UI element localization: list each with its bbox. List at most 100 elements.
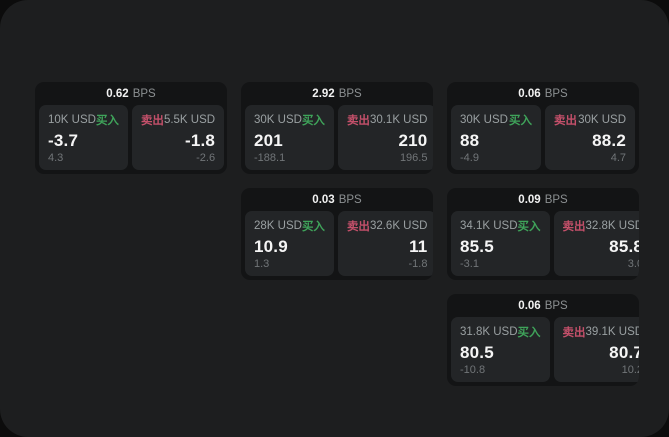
- buy-change: -4.9: [460, 152, 479, 164]
- buy-panel-top: 10K USD 买入: [48, 112, 119, 128]
- sell-price: 88.2: [592, 131, 626, 150]
- buy-change: 4.3: [48, 152, 64, 164]
- sell-change: 3.0: [627, 258, 639, 270]
- quote-card: 0.62 BPS 10K USD 买入 -3.7 4.3 卖出 5.5K USD…: [35, 82, 227, 174]
- sell-side-label: 卖出: [140, 115, 164, 127]
- bps-spread-header: 0.03 BPS: [241, 188, 433, 211]
- buy-side-label: 买入: [301, 115, 325, 127]
- buy-panel[interactable]: 30K USD 买入 201 -188.1: [245, 105, 334, 170]
- buy-panel-top: 31.8K USD 买入: [460, 324, 541, 340]
- bps-spread-value: 0.09: [518, 193, 541, 206]
- bps-unit-label: BPS: [544, 193, 568, 206]
- quote-card: 0.09 BPS 34.1K USD 买入 85.5 -3.1 卖出 32.8K…: [447, 188, 639, 280]
- sell-notional: 30.1K USD: [369, 114, 428, 126]
- sell-panel-top: 卖出 32.6K USD: [347, 218, 428, 234]
- sell-change: 196.5: [399, 152, 428, 164]
- bps-spread-value: 2.92: [312, 87, 335, 100]
- buy-panel-top: 34.1K USD 买入: [460, 218, 541, 234]
- buy-price: -3.7: [48, 131, 79, 150]
- buy-panel-top: 28K USD 买入: [254, 218, 325, 234]
- buy-change: -3.1: [460, 258, 479, 270]
- buy-price: 201: [254, 131, 283, 150]
- sell-side-label: 卖出: [562, 221, 586, 233]
- sell-notional: 32.8K USD: [585, 220, 639, 232]
- sell-notional: 30K USD: [578, 114, 626, 126]
- bps-spread-header: 0.06 BPS: [447, 82, 639, 105]
- buy-notional: 28K USD: [254, 220, 302, 232]
- buy-price: 80.5: [460, 343, 494, 362]
- sell-panel[interactable]: 卖出 30K USD 88.2 4.7: [545, 105, 635, 170]
- buy-panel[interactable]: 10K USD 买入 -3.7 4.3: [39, 105, 128, 170]
- sell-change: -1.8: [408, 258, 428, 270]
- sell-price: -1.8: [184, 131, 216, 150]
- bps-spread-header: 0.09 BPS: [447, 188, 639, 211]
- quote-card-body: 30K USD 买入 88 -4.9 卖出 30K USD 88.2 4.7: [447, 105, 639, 174]
- sell-panel[interactable]: 卖出 30.1K USD 210 196.5: [337, 105, 433, 170]
- quote-card-body: 30K USD 买入 201 -188.1 卖出 30.1K USD 210 1…: [241, 105, 433, 174]
- quote-card-body: 34.1K USD 买入 85.5 -3.1 卖出 32.8K USD 85.8…: [447, 211, 639, 280]
- bps-spread-header: 0.06 BPS: [447, 294, 639, 317]
- sell-notional: 5.5K USD: [163, 114, 216, 126]
- bps-spread-value: 0.62: [106, 87, 129, 100]
- buy-price: 10.9: [254, 237, 288, 256]
- bps-unit-label: BPS: [544, 299, 568, 312]
- buy-side-label: 买入: [517, 221, 541, 233]
- bps-spread-header: 0.62 BPS: [35, 82, 227, 105]
- sell-panel-top: 卖出 5.5K USD: [141, 112, 215, 128]
- quote-card: 0.03 BPS 28K USD 买入 10.9 1.3 卖出 32.6K US…: [241, 188, 433, 280]
- quote-card: 0.06 BPS 30K USD 买入 88 -4.9 卖出 30K USD 8…: [447, 82, 639, 174]
- sell-notional: 32.6K USD: [369, 220, 428, 232]
- sell-change: -2.6: [196, 152, 216, 164]
- bps-spread-header: 2.92 BPS: [241, 82, 433, 105]
- buy-panel-top: 30K USD 买入: [254, 112, 325, 128]
- buy-notional: 31.8K USD: [460, 326, 518, 338]
- sell-panel-top: 卖出 30K USD: [554, 112, 626, 128]
- buy-panel[interactable]: 30K USD 买入 88 -4.9: [451, 105, 541, 170]
- buy-panel[interactable]: 34.1K USD 买入 85.5 -3.1: [451, 211, 550, 276]
- bps-unit-label: BPS: [338, 193, 362, 206]
- buy-side-label: 买入: [95, 115, 119, 127]
- sell-panel[interactable]: 卖出 39.1K USD 80.7 10.2: [553, 317, 639, 382]
- bps-spread-value: 0.06: [518, 299, 541, 312]
- sell-panel[interactable]: 卖出 5.5K USD -1.8 -2.6: [131, 105, 225, 170]
- sell-side-label: 卖出: [346, 221, 370, 233]
- buy-notional: 10K USD: [48, 114, 96, 126]
- buy-price: 85.5: [460, 237, 494, 256]
- bps-spread-value: 0.03: [312, 193, 335, 206]
- buy-notional: 34.1K USD: [460, 220, 518, 232]
- buy-change: -188.1: [254, 152, 286, 164]
- quote-card-body: 28K USD 买入 10.9 1.3 卖出 32.6K USD 11 -1.8: [241, 211, 433, 280]
- sell-side-label: 卖出: [554, 115, 577, 127]
- sell-side-label: 卖出: [562, 327, 586, 339]
- buy-side-label: 买入: [517, 327, 541, 339]
- sell-panel-top: 卖出 39.1K USD: [563, 324, 639, 340]
- sell-panel[interactable]: 卖出 32.6K USD 11 -1.8: [337, 211, 433, 276]
- quote-card: 0.06 BPS 31.8K USD 买入 80.5 -10.8 卖出 39.1…: [447, 294, 639, 386]
- buy-change: -10.8: [460, 364, 486, 376]
- sell-panel-top: 卖出 30.1K USD: [347, 112, 428, 128]
- bps-unit-label: BPS: [132, 87, 156, 100]
- sell-price: 210: [398, 131, 428, 150]
- buy-panel[interactable]: 28K USD 买入 10.9 1.3: [245, 211, 334, 276]
- buy-notional: 30K USD: [460, 114, 508, 126]
- bps-unit-label: BPS: [544, 87, 568, 100]
- sell-panel[interactable]: 卖出 32.8K USD 85.8 3.0: [553, 211, 639, 276]
- sell-side-label: 卖出: [346, 115, 370, 127]
- quote-card-body: 31.8K USD 买入 80.5 -10.8 卖出 39.1K USD 80.…: [447, 317, 639, 386]
- sell-change: 4.7: [610, 152, 626, 164]
- quote-card-body: 10K USD 买入 -3.7 4.3 卖出 5.5K USD -1.8 -2.…: [35, 105, 227, 174]
- sell-panel-top: 卖出 32.8K USD: [563, 218, 639, 234]
- quote-card: 2.92 BPS 30K USD 买入 201 -188.1 卖出 30.1K …: [241, 82, 433, 174]
- bps-spread-value: 0.06: [518, 87, 541, 100]
- buy-side-label: 买入: [301, 221, 325, 233]
- buy-change: 1.3: [254, 258, 270, 270]
- buy-price: 88: [460, 131, 480, 150]
- buy-side-label: 买入: [509, 115, 532, 127]
- buy-panel[interactable]: 31.8K USD 买入 80.5 -10.8: [451, 317, 550, 382]
- sell-price: 80.7: [609, 343, 639, 362]
- sell-change: 10.2: [621, 364, 639, 376]
- quote-card-grid: 0.62 BPS 10K USD 买入 -3.7 4.3 卖出 5.5K USD…: [35, 82, 639, 386]
- buy-notional: 30K USD: [254, 114, 302, 126]
- bps-unit-label: BPS: [338, 87, 362, 100]
